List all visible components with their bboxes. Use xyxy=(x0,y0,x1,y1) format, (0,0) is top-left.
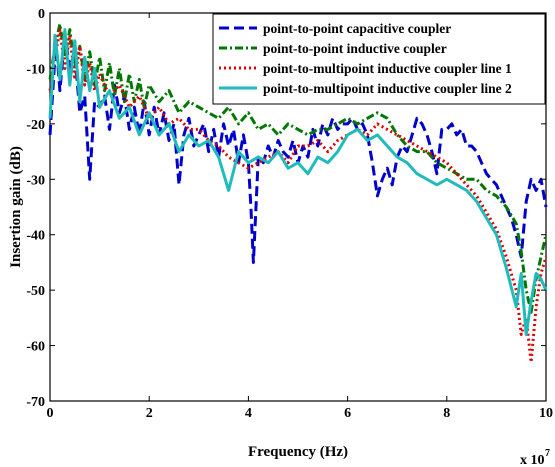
ticks-layer: 0 2 4 6 8 10 -70 -60 -50 -40 -30 -20 -10 0 xyxy=(26,7,553,421)
x-multiplier-exponent: 7 xyxy=(545,448,550,459)
y-tick-label: -30 xyxy=(26,173,45,188)
series-line-2 xyxy=(48,22,548,314)
y-tick-label: 0 xyxy=(38,7,45,22)
x-multiplier-label: x 10 xyxy=(520,453,545,467)
x-tick-label: 4 xyxy=(245,406,252,421)
series-line-3 xyxy=(48,28,548,364)
legend: point-to-point capacitive coupler point-t… xyxy=(212,13,546,105)
legend-box xyxy=(212,13,546,105)
x-tick-label: 0 xyxy=(47,406,54,421)
y-tick-label: -60 xyxy=(26,340,45,355)
x-tick-label: 10 xyxy=(539,406,553,421)
y-tick-label: -10 xyxy=(26,62,45,77)
legend-entry-label: point-to-point capacitive coupler xyxy=(263,21,451,36)
y-tick-label: -40 xyxy=(26,229,45,244)
series-layer xyxy=(48,22,548,364)
legend-entry-label: point-to-multipoint inductive coupler li… xyxy=(263,81,512,96)
x-axis-label: Frequency (Hz) xyxy=(248,444,348,460)
x-tick-label: 2 xyxy=(146,406,153,421)
y-tick-label: -50 xyxy=(26,284,45,299)
y-tick-label: -70 xyxy=(26,395,45,410)
legend-entry-label: point-to-point inductive coupler xyxy=(263,41,447,56)
legend-entry-label: point-to-multipoint inductive coupler li… xyxy=(263,61,512,76)
y-tick-label: -20 xyxy=(26,118,45,133)
x-tick-label: 6 xyxy=(344,406,351,421)
series-line-1 xyxy=(48,33,548,264)
y-axis-label: Insertion gain (dB) xyxy=(8,146,24,268)
series-line-4 xyxy=(48,28,548,336)
x-tick-label: 8 xyxy=(443,406,450,421)
